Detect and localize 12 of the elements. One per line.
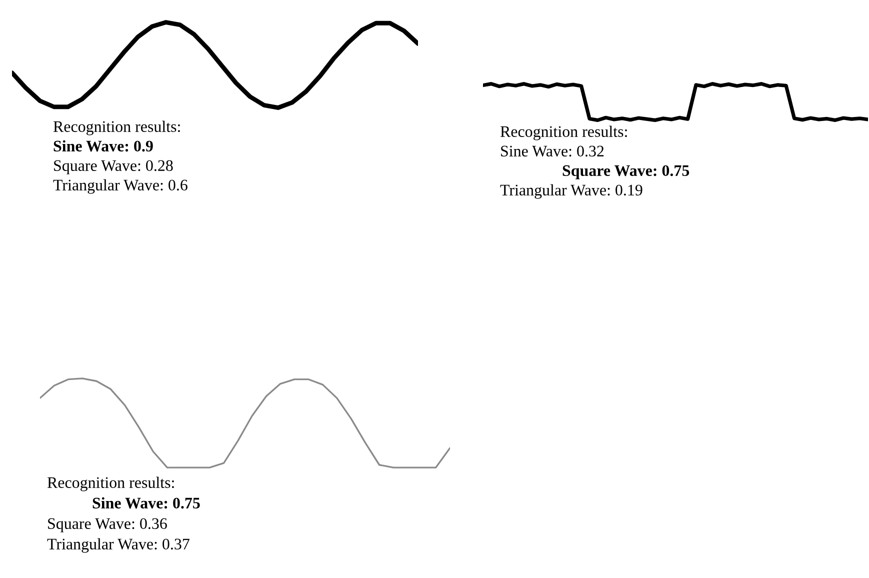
text: Recognition results: — [47, 476, 174, 492]
text: Sine Wave: 0.9 — [54, 140, 153, 152]
text: Square Wave: 0.28 — [54, 160, 173, 174]
text: Recognition results: — [500, 126, 627, 140]
text: Square Wave: 0.75 — [562, 165, 690, 180]
text: Square Wave: 0.36 — [48, 518, 167, 532]
text: Triangular Wave: 0.19 — [500, 184, 642, 199]
text: Triangular Wave: 0.37 — [47, 538, 190, 553]
text: Sine Wave: 0.32 — [501, 146, 604, 157]
text: Recognition results: — [53, 120, 180, 136]
text: Triangular Wave: 0.6 — [53, 179, 188, 194]
text: Sine Wave: 0.75 — [92, 497, 200, 509]
